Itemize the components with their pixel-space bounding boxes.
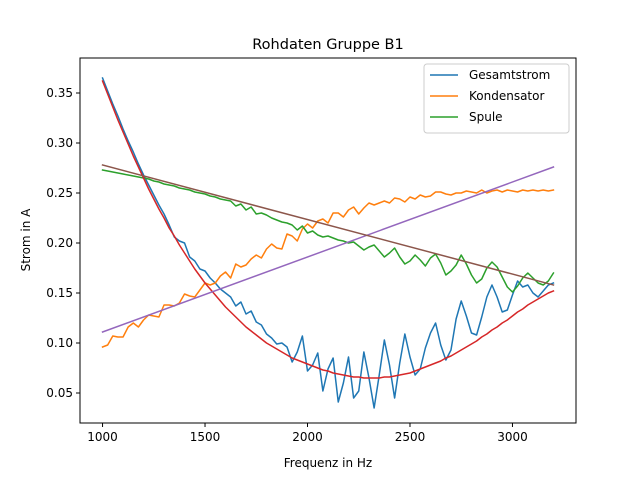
y-axis: 0.05 0.10 0.15 0.20 0.25 0.30 0.35 <box>46 86 80 400</box>
chart-title: Rohdaten Gruppe B1 <box>252 37 403 53</box>
y-axis-label: Strom in A <box>19 208 33 272</box>
x-tick-label: 1500 <box>190 430 221 444</box>
x-axis: 1000 1500 2000 2500 3000 <box>87 423 528 444</box>
y-tick-label: 0.20 <box>46 236 73 250</box>
x-tick-label: 3000 <box>497 430 528 444</box>
legend: Gesamtstrom Kondensator Spule <box>423 63 570 134</box>
y-tick-label: 0.25 <box>46 186 73 200</box>
legend-label: Gesamtstrom <box>469 68 550 82</box>
x-tick-label: 1000 <box>87 430 118 444</box>
series-line-4 <box>101 166 555 333</box>
legend-label: Kondensator <box>469 89 544 103</box>
y-tick-label: 0.05 <box>46 386 73 400</box>
x-axis-label: Frequenz in Hz <box>284 456 372 470</box>
legend-box <box>423 63 570 134</box>
plot-frame <box>79 57 577 424</box>
y-tick-label: 0.15 <box>46 286 73 300</box>
series-line-0 <box>101 77 555 409</box>
series-line-2 <box>101 169 555 293</box>
x-tick-label: 2000 <box>292 430 323 444</box>
y-tick-label: 0.30 <box>46 136 73 150</box>
plot-lines <box>101 77 555 409</box>
legend-label: Spule <box>469 110 503 124</box>
series-line-3 <box>101 80 555 379</box>
y-tick-label: 0.10 <box>46 336 73 350</box>
x-tick-label: 2500 <box>395 430 426 444</box>
series-line-5 <box>101 164 555 286</box>
y-tick-label: 0.35 <box>46 86 73 100</box>
